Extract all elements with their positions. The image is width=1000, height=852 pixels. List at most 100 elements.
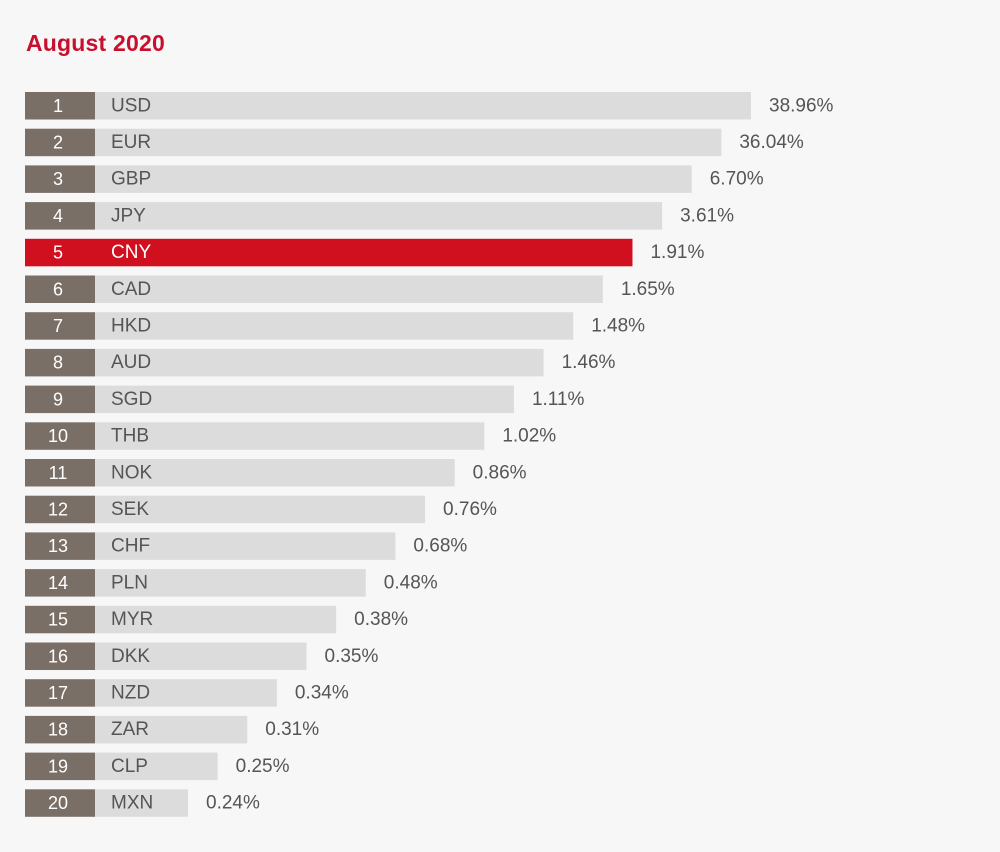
- rank-label: 19: [48, 756, 68, 776]
- rank-box: [25, 532, 95, 560]
- currency-label: PLN: [111, 572, 148, 593]
- rank-box: [25, 238, 95, 267]
- value-label: 0.68%: [413, 536, 467, 557]
- chart-title: August 2020: [26, 30, 165, 56]
- rank-label: 17: [48, 683, 68, 703]
- currency-label: HKD: [111, 315, 151, 336]
- bar-mxn: [95, 789, 188, 817]
- rank-label: 12: [48, 499, 68, 519]
- bar-thb: [95, 422, 485, 450]
- value-label: 1.11%: [532, 389, 585, 410]
- currency-label: AUD: [111, 352, 151, 373]
- rank-box: [25, 569, 95, 597]
- currency-label: NOK: [111, 462, 153, 483]
- currency-label: CNY: [111, 242, 151, 263]
- rank-box: [25, 422, 95, 450]
- rank-box: [25, 348, 95, 377]
- currency-label: GBP: [111, 169, 151, 190]
- value-label: 0.25%: [236, 756, 290, 777]
- bar-hkd: [95, 312, 574, 340]
- value-label: 0.31%: [265, 719, 319, 740]
- currency-label: THB: [111, 426, 149, 447]
- value-label: 1.46%: [562, 352, 616, 373]
- value-label: 0.35%: [325, 646, 379, 667]
- bar-clp: [95, 752, 218, 781]
- rank-box: [25, 605, 95, 634]
- rank-label: 3: [53, 169, 63, 189]
- currency-label: CAD: [111, 279, 151, 300]
- rank-label: 2: [53, 132, 63, 152]
- value-label: 0.38%: [354, 609, 408, 630]
- currency-label: MYR: [111, 609, 153, 630]
- currency-label: USD: [111, 95, 151, 116]
- rank-box: [25, 128, 95, 157]
- rank-box: [25, 679, 95, 707]
- bar-eur: [95, 128, 722, 157]
- currency-label: CHF: [111, 536, 150, 557]
- currency-label: CLP: [111, 756, 148, 777]
- rank-box: [25, 92, 95, 120]
- value-label: 36.04%: [739, 132, 804, 153]
- rank-label: 10: [48, 426, 68, 446]
- bar-chf: [95, 532, 396, 560]
- currency-label: DKK: [111, 646, 150, 667]
- value-label: 0.34%: [295, 682, 349, 703]
- bar-aud: [95, 348, 544, 377]
- currency-label: ZAR: [111, 719, 149, 740]
- value-label: 0.76%: [443, 499, 497, 520]
- rank-box: [25, 642, 95, 670]
- bar-cad: [95, 275, 603, 303]
- rank-label: 7: [53, 316, 63, 336]
- rank-label: 16: [48, 646, 68, 666]
- rank-box: [25, 495, 95, 524]
- rank-box: [25, 789, 95, 817]
- rank-box: [25, 165, 95, 193]
- rank-label: 6: [53, 279, 63, 299]
- rank-label: 20: [48, 793, 68, 813]
- rank-box: [25, 459, 95, 487]
- value-label: 3.61%: [680, 205, 734, 226]
- currency-label: JPY: [111, 205, 146, 226]
- rank-box: [25, 275, 95, 303]
- bar-cny: [95, 238, 633, 267]
- value-label: 0.24%: [206, 793, 260, 814]
- value-label: 1.02%: [502, 426, 556, 447]
- currency-label: EUR: [111, 132, 151, 153]
- bar-zar: [95, 715, 248, 744]
- value-label: 0.86%: [473, 462, 527, 483]
- rank-box: [25, 752, 95, 781]
- rank-label: 4: [53, 206, 63, 226]
- bar-nok: [95, 459, 455, 487]
- rank-label: 18: [48, 720, 68, 740]
- rank-label: 8: [53, 353, 63, 373]
- currency-label: NZD: [111, 682, 150, 703]
- bar-sgd: [95, 385, 514, 414]
- value-label: 1.48%: [591, 315, 645, 336]
- value-label: 0.48%: [384, 572, 438, 593]
- bar-usd: [95, 92, 751, 120]
- bar-myr: [95, 605, 337, 634]
- currency-label: SEK: [111, 499, 149, 520]
- value-label: 1.65%: [621, 279, 675, 300]
- rank-label: 9: [53, 389, 63, 409]
- currency-label: MXN: [111, 793, 153, 814]
- rank-label: 1: [53, 96, 63, 116]
- rank-box: [25, 715, 95, 744]
- bar-nzd: [95, 679, 277, 707]
- bar-gbp: [95, 165, 692, 193]
- rank-label: 14: [48, 573, 68, 593]
- bar-pln: [95, 569, 366, 597]
- rank-box: [25, 202, 95, 230]
- rank-label: 5: [53, 243, 63, 263]
- currency-label: SGD: [111, 389, 152, 410]
- bar-dkk: [95, 642, 307, 670]
- value-label: 6.70%: [710, 169, 764, 190]
- value-label: 1.91%: [650, 242, 704, 263]
- bar-jpy: [95, 202, 663, 230]
- value-label: 38.96%: [769, 95, 834, 116]
- rank-label: 11: [49, 463, 68, 483]
- rank-box: [25, 385, 95, 414]
- rank-box: [25, 312, 95, 340]
- bar-sek: [95, 495, 426, 524]
